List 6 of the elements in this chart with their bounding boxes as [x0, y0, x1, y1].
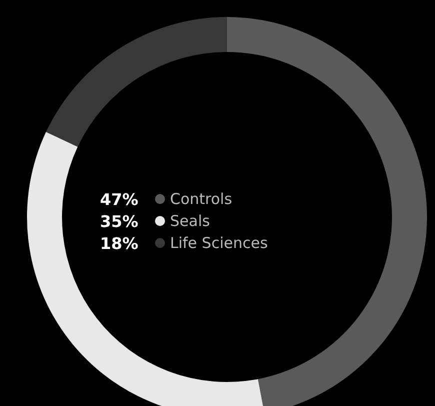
- data-label: 35%: [100, 212, 138, 231]
- legend-label: Controls: [170, 190, 232, 208]
- legend-label: Life Sciences: [170, 234, 268, 252]
- data-label: 18%: [100, 234, 138, 253]
- data-label: 47%: [100, 190, 138, 209]
- legend-label: Seals: [170, 212, 210, 230]
